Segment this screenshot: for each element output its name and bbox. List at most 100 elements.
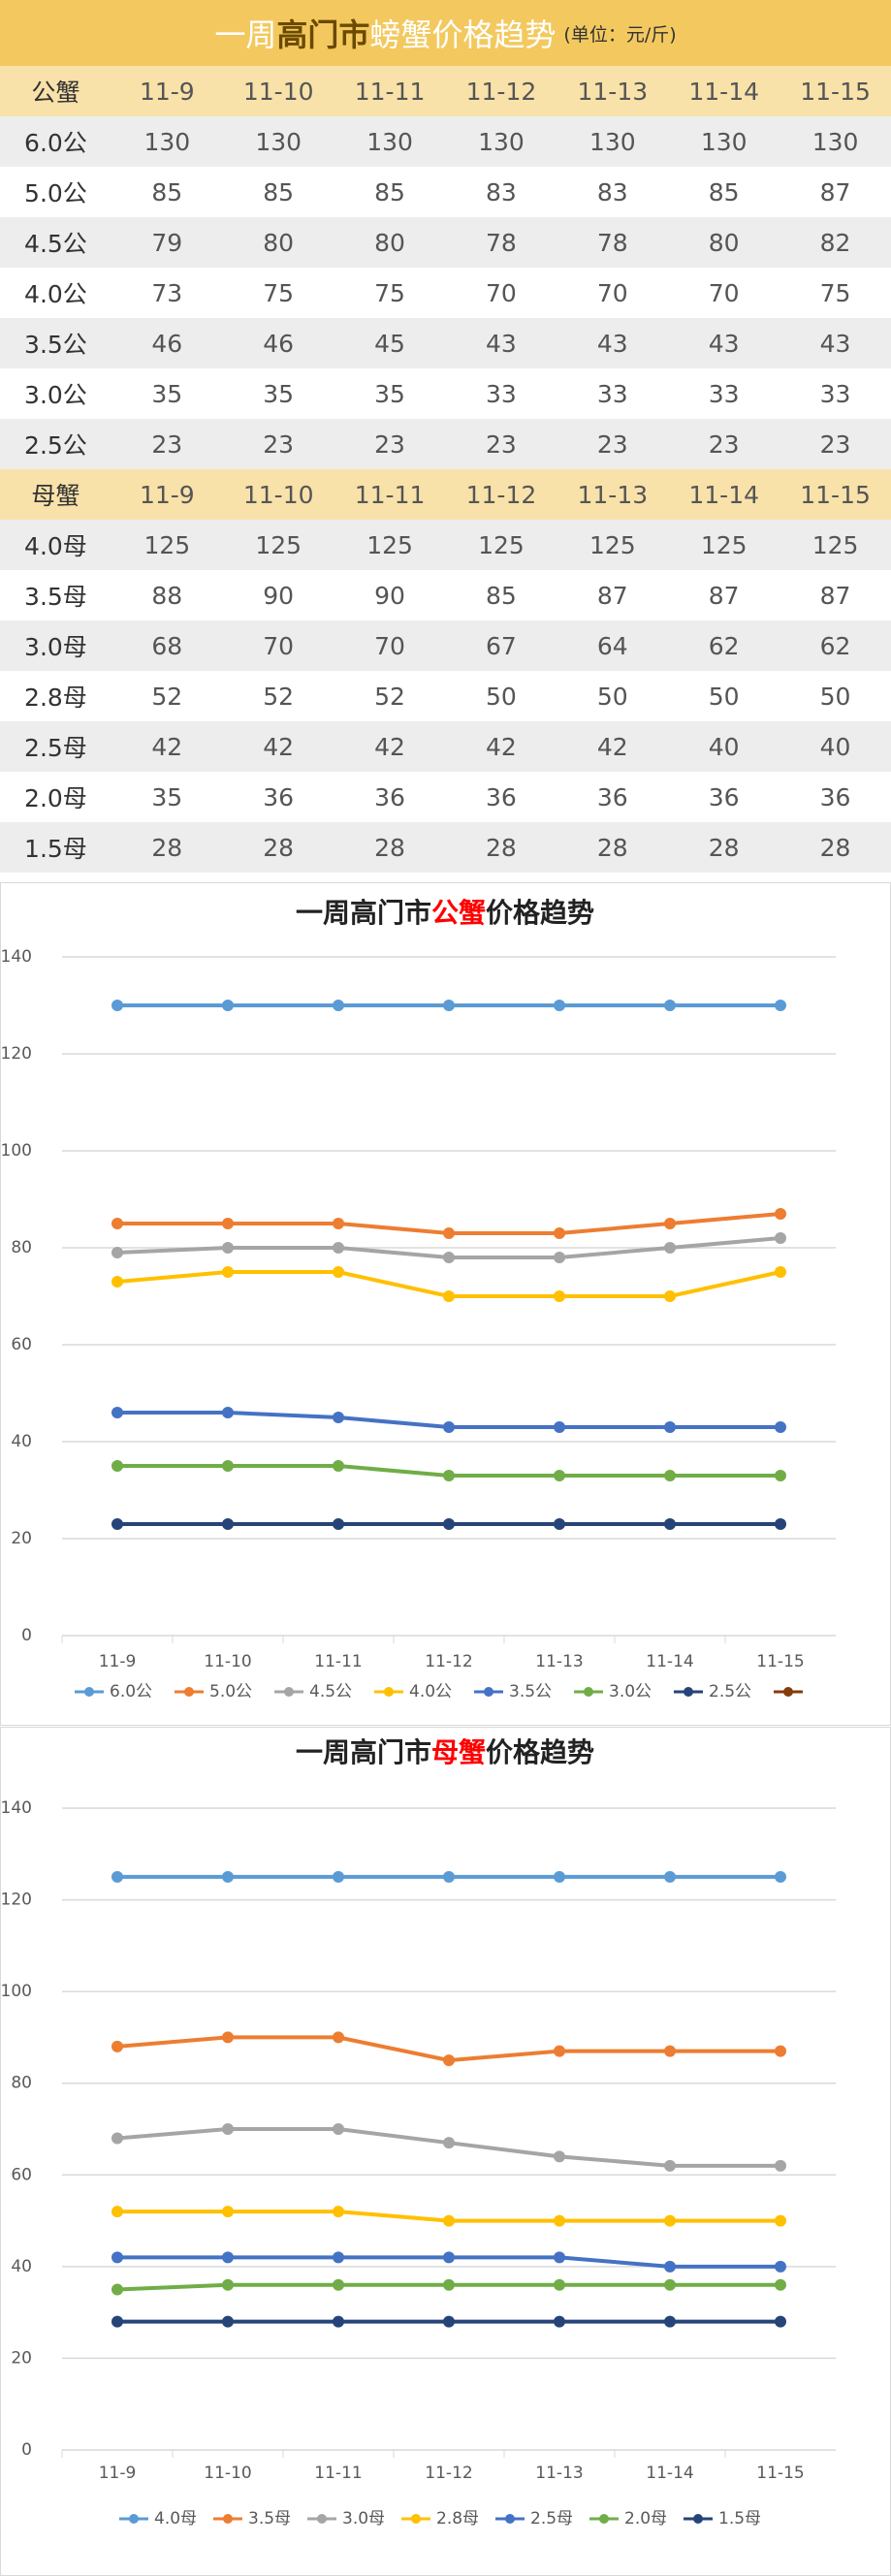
value-cell: 28 xyxy=(486,833,517,862)
value-cell: 36 xyxy=(596,782,628,811)
legend-swatch xyxy=(84,1687,94,1697)
header-cell: 11-10 xyxy=(242,480,314,509)
value-cell: 28 xyxy=(819,833,851,862)
value-cell: 125 xyxy=(143,530,191,559)
value-cell: 125 xyxy=(478,530,525,559)
value-cell: 73 xyxy=(151,278,183,307)
point xyxy=(111,2132,123,2145)
data-row: 5.0公 85 85 85 83 83 85 87 xyxy=(0,167,891,217)
point xyxy=(775,1470,786,1481)
legend-swatch xyxy=(284,1687,294,1697)
value-cell: 70 xyxy=(374,631,405,660)
title-part: 一周 xyxy=(214,16,277,53)
legend-swatch xyxy=(505,2514,515,2524)
point xyxy=(333,2206,344,2218)
point xyxy=(554,1227,565,1239)
header-cell: 11-14 xyxy=(688,480,760,509)
value-cell: 125 xyxy=(589,530,636,559)
legend-label: 3.0公 xyxy=(609,1682,652,1701)
value-cell: 125 xyxy=(255,530,302,559)
unit: (单位：元/斤) xyxy=(563,23,677,46)
y-tick-label: 120 xyxy=(1,1891,32,1910)
title-part: 螃蟹价格趋势 xyxy=(369,16,557,53)
point xyxy=(333,1518,344,1530)
legend-label: 3.5公 xyxy=(509,1682,552,1701)
point xyxy=(664,2214,676,2227)
point xyxy=(111,1407,123,1418)
legend-label: 4.0母 xyxy=(154,2509,197,2528)
data-row: 2.0母 35 36 36 36 36 36 36 xyxy=(0,772,891,822)
data-row: 6.0公 130 130 130 130 130 130 130 xyxy=(0,116,891,167)
header-cell: 11-13 xyxy=(577,480,649,509)
point xyxy=(333,1870,344,1883)
legend-swatch xyxy=(783,1687,793,1697)
data-row: 3.0母 68 70 70 67 64 62 62 xyxy=(0,620,891,671)
point xyxy=(111,1276,123,1288)
point xyxy=(664,2045,676,2057)
value-cell: 28 xyxy=(596,833,628,862)
legend-swatch xyxy=(684,1687,693,1697)
value-cell: 130 xyxy=(811,127,859,156)
row-label: 1.5母 xyxy=(24,835,87,863)
legend-label: 2.5公 xyxy=(709,1682,751,1701)
value-cell: 85 xyxy=(263,177,295,207)
point xyxy=(443,2251,455,2264)
value-cell: 130 xyxy=(589,127,636,156)
point xyxy=(443,2137,455,2149)
point xyxy=(664,1870,676,1883)
point xyxy=(664,1518,676,1530)
point xyxy=(554,1421,565,1433)
point xyxy=(664,1000,676,1011)
price-table: 一周 高门市 螃蟹价格趋势 (单位：元/斤) 公蟹 11-9 11-10 11-11 11-1… xyxy=(0,0,891,873)
point xyxy=(664,1242,676,1254)
point xyxy=(443,1470,455,1481)
point xyxy=(222,1460,234,1472)
header-cell: 11-12 xyxy=(465,77,537,106)
value-cell: 28 xyxy=(374,833,405,862)
point xyxy=(333,2315,344,2328)
value-cell: 28 xyxy=(151,833,183,862)
legend-label: 3.5母 xyxy=(248,2509,291,2528)
y-tick-label: 40 xyxy=(11,2257,32,2276)
point xyxy=(554,2315,565,2328)
legend-swatch xyxy=(693,2514,703,2524)
y-tick-label: 120 xyxy=(1,1044,32,1064)
value-cell: 40 xyxy=(819,732,851,761)
point xyxy=(111,1218,123,1229)
point xyxy=(664,2278,676,2291)
value-cell: 85 xyxy=(374,177,405,207)
value-cell: 125 xyxy=(811,530,859,559)
header-cell: 11-15 xyxy=(800,480,871,509)
point xyxy=(664,1290,676,1302)
value-cell: 85 xyxy=(708,177,740,207)
row-label: 2.5公 xyxy=(24,431,87,460)
point xyxy=(333,1266,344,1278)
row-label: 3.5公 xyxy=(24,331,87,359)
point xyxy=(111,1870,123,1883)
y-tick-label: 140 xyxy=(1,1798,32,1818)
point xyxy=(443,2315,455,2328)
x-tick-label: 11-9 xyxy=(99,2464,137,2483)
point xyxy=(333,2251,344,2264)
point xyxy=(111,1460,123,1472)
x-tick-label: 11-15 xyxy=(756,2464,804,2483)
row-label: 2.0母 xyxy=(24,784,87,812)
value-cell: 40 xyxy=(708,732,740,761)
value-cell: 130 xyxy=(143,127,191,156)
value-cell: 125 xyxy=(700,530,748,559)
header-cell: 11-9 xyxy=(139,480,195,509)
value-cell: 45 xyxy=(374,329,405,358)
value-cell: 42 xyxy=(263,732,295,761)
value-cell: 35 xyxy=(151,379,183,408)
x-tick-label: 11-11 xyxy=(314,1652,362,1671)
row-label: 5.0公 xyxy=(24,179,87,207)
value-cell: 130 xyxy=(700,127,748,156)
value-cell: 43 xyxy=(486,329,517,358)
value-cell: 50 xyxy=(819,682,851,711)
value-cell: 85 xyxy=(486,581,517,610)
value-cell: 82 xyxy=(819,228,851,257)
title-part: 一周高门市 xyxy=(296,897,431,929)
value-cell: 83 xyxy=(596,177,628,207)
point xyxy=(775,2214,786,2227)
value-cell: 80 xyxy=(263,228,295,257)
